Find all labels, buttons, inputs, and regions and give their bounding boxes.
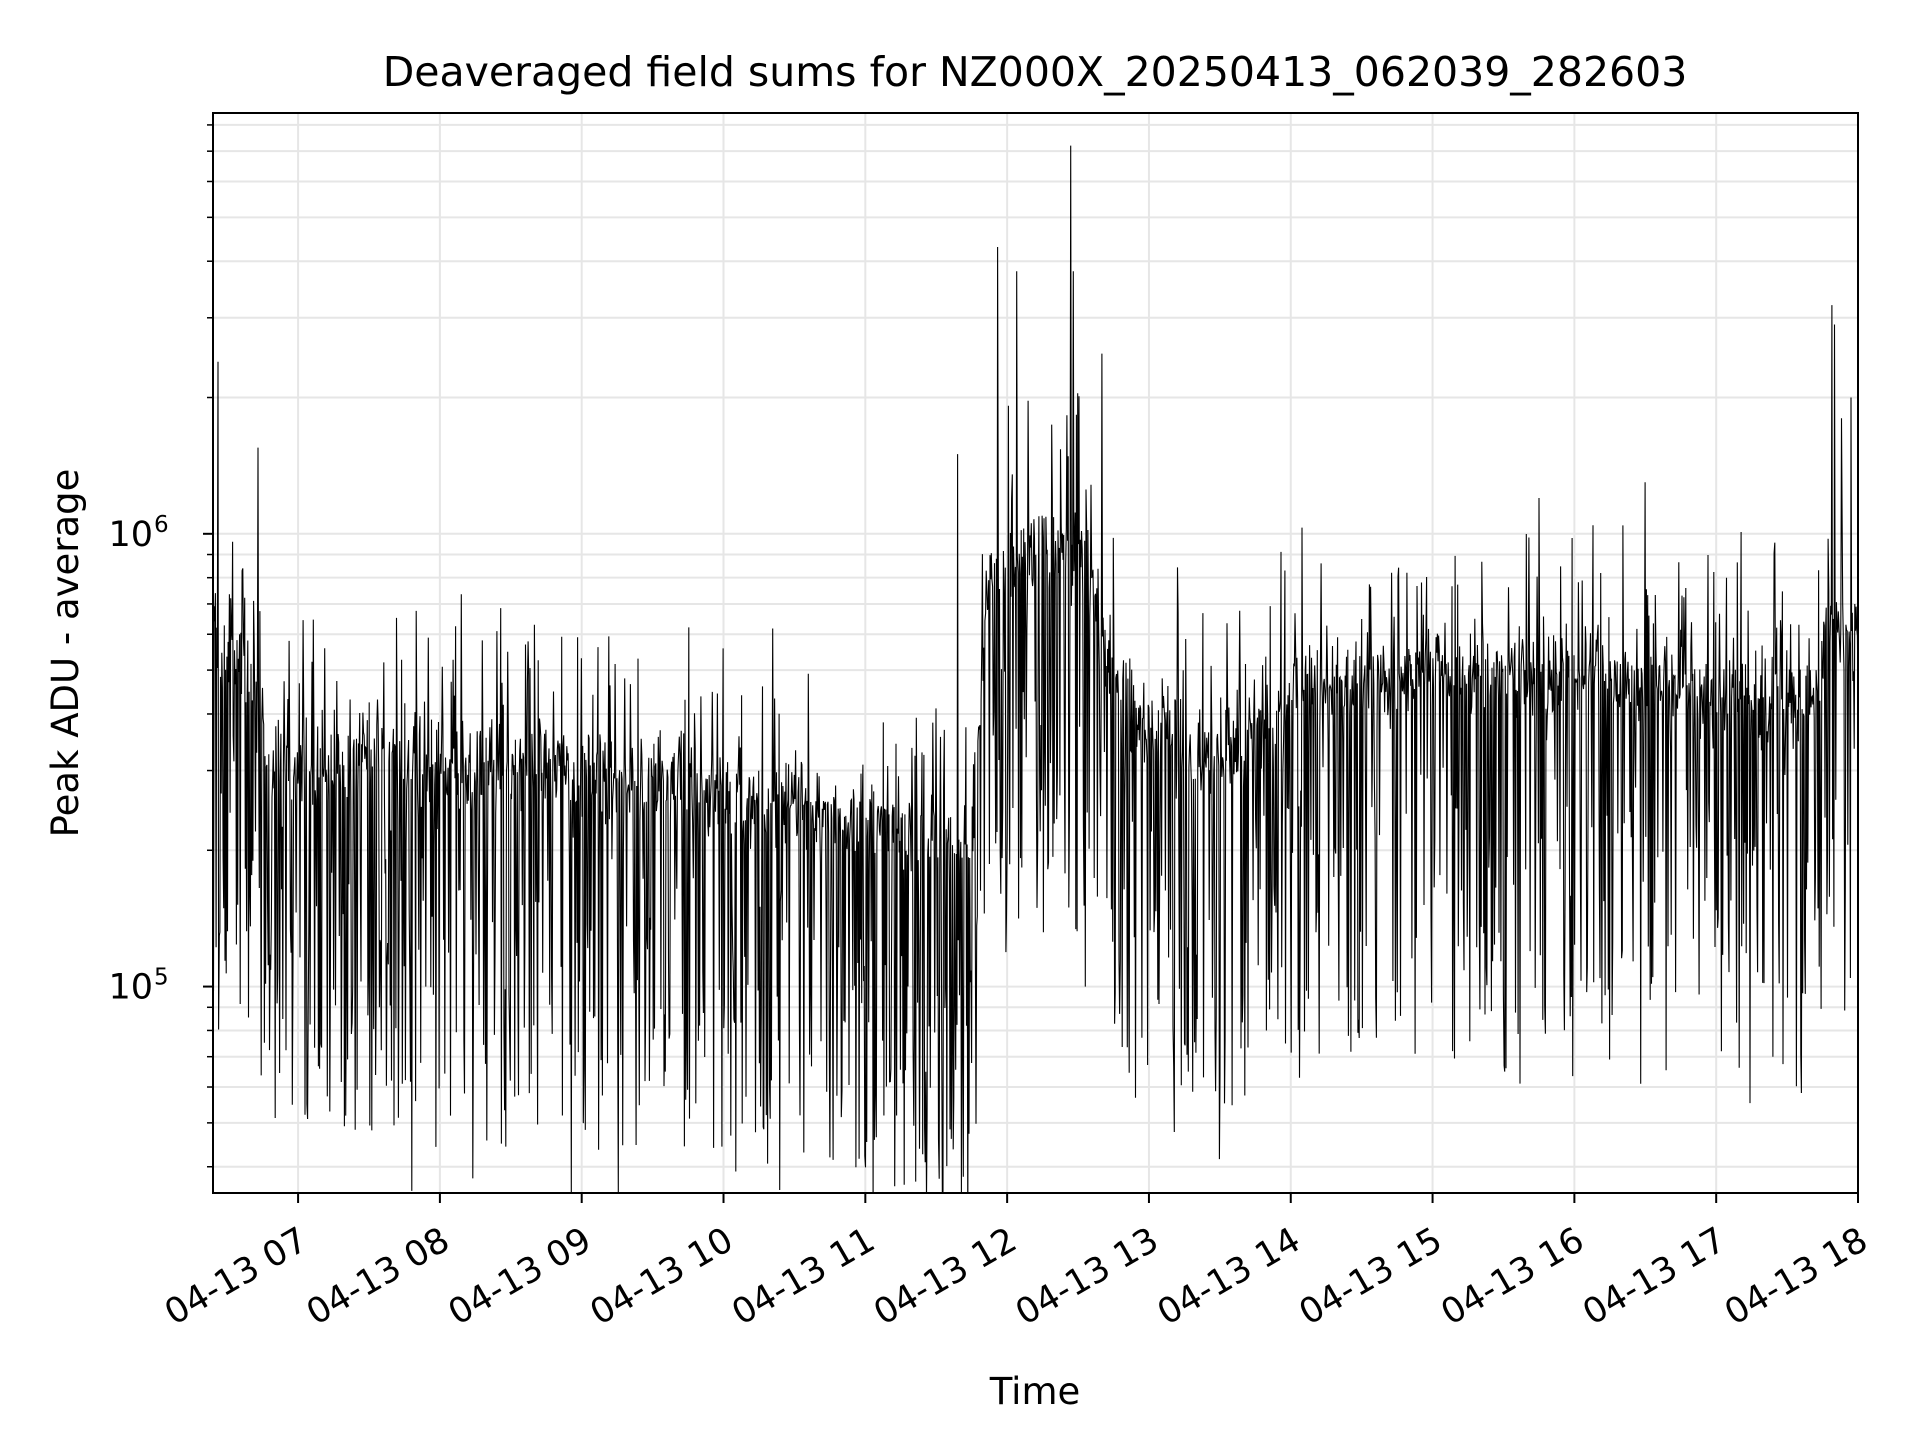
series-line [213,145,1858,1193]
y-axis-label: Peak ADU - average [44,469,87,838]
y-tick-label: 10 [108,968,153,1008]
plot-frame [212,112,1859,1194]
chart-title: Deaveraged field sums for NZ000X_2025041… [383,48,1688,96]
data-series [213,145,1858,1193]
y-tick-label: 10 [108,515,153,555]
y-tick-exponent: 6 [154,512,169,538]
x-axis-label: Time [989,1370,1081,1413]
y-tick-exponent: 5 [154,965,169,991]
